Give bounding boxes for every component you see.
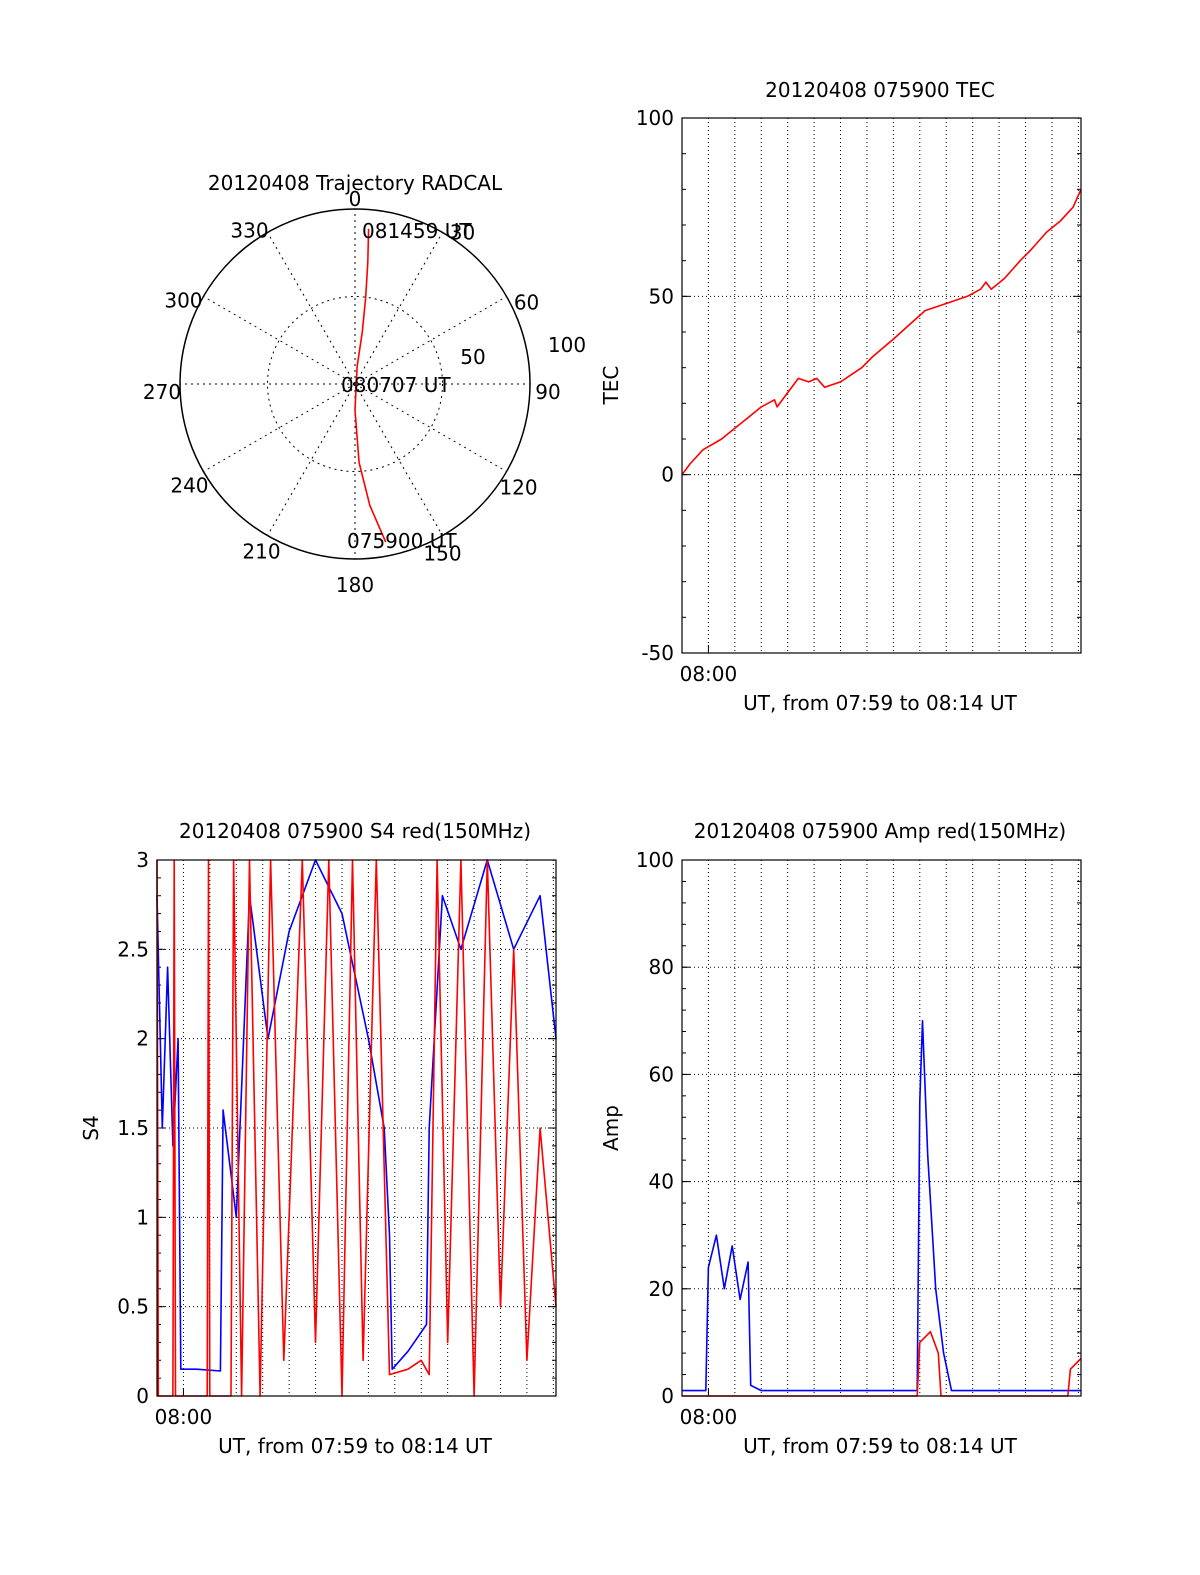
polar-azimuth-label: 120 xyxy=(499,476,537,500)
s4-xtick-label: 08:00 xyxy=(155,1405,213,1429)
trajectory-polar-chart: 20120408 Trajectory RADCAL 0 30 60 90 120 150… xyxy=(143,171,586,597)
polar-trajectory-line xyxy=(354,228,387,543)
polar-annotation: 075900 UT xyxy=(347,529,457,553)
polar-spoke xyxy=(354,296,507,385)
polar-azimuth-label: 270 xyxy=(143,380,181,404)
amp-chart: 20120408 075900 Amp red(150MHz) UT, from… xyxy=(599,819,1082,1458)
tec-ytick-label: 50 xyxy=(649,284,674,308)
polar-spoke xyxy=(354,232,443,385)
s4-ytick-label: 3 xyxy=(136,848,149,872)
polar-annotation: 080707 UT xyxy=(341,373,451,397)
polar-annotation: 081459 UT xyxy=(362,219,472,243)
polar-radial-label: 100 xyxy=(548,333,586,357)
polar-spoke xyxy=(354,383,507,472)
amp-ytick-label: 80 xyxy=(649,955,674,979)
s4-ylabel: S4 xyxy=(79,1115,103,1140)
s4-chart: 20120408 075900 S4 red(150MHz) UT, from … xyxy=(79,819,557,1458)
polar-azimuth-label: 210 xyxy=(242,540,280,564)
tec-title: 20120408 075900 TEC xyxy=(765,78,995,102)
amp-ylabel: Amp xyxy=(599,1105,623,1151)
s4-ytick-label: 0.5 xyxy=(117,1295,149,1319)
s4-ytick-label: 1.5 xyxy=(117,1116,149,1140)
polar-spoke xyxy=(354,383,443,536)
amp-plot-frame xyxy=(681,859,1082,1397)
tec-ytick-label: -50 xyxy=(641,641,674,665)
amp-ytick-label: 40 xyxy=(649,1170,674,1194)
amp-series-1-line xyxy=(682,1330,1082,1397)
polar-spoke xyxy=(203,383,356,472)
polar-azimuth-label: 60 xyxy=(514,291,539,315)
tec-plot-frame xyxy=(681,117,1082,654)
tec-chart: 20120408 075900 TEC UT, from 07:59 to 08… xyxy=(599,78,1082,715)
tec-ytick-label: 0 xyxy=(661,463,674,487)
polar-azimuth-label: 240 xyxy=(170,474,208,498)
polar-spoke xyxy=(267,232,356,385)
amp-ytick-label: 20 xyxy=(649,1277,674,1301)
amp-xtick-label: 08:00 xyxy=(680,1405,738,1429)
tec-ytick-label: 100 xyxy=(636,106,674,130)
tec-xlabel: UT, from 07:59 to 08:14 UT xyxy=(743,691,1018,715)
polar-azimuth-label: 30 xyxy=(450,220,475,244)
amp-series-0-line xyxy=(682,1020,1081,1392)
s4-plot-frame xyxy=(156,859,557,1397)
amp-ytick-label: 0 xyxy=(661,1384,674,1408)
tec-series-0-line xyxy=(681,188,1082,476)
polar-azimuth-label: 90 xyxy=(535,380,560,404)
polar-azimuth-label: 300 xyxy=(164,289,202,313)
amp-xlabel: UT, from 07:59 to 08:14 UT xyxy=(743,1434,1018,1458)
polar-azimuth-label: 330 xyxy=(230,218,268,242)
s4-ytick-label: 1 xyxy=(136,1205,149,1229)
s4-series-0-line xyxy=(156,859,557,1372)
amp-title: 20120408 075900 Amp red(150MHz) xyxy=(694,819,1066,843)
polar-title: 20120408 Trajectory RADCAL xyxy=(208,171,503,195)
s4-ytick-label: 0 xyxy=(136,1384,149,1408)
polar-azimuth-label: 150 xyxy=(423,542,461,566)
polar-azimuth-label: 180 xyxy=(336,573,374,597)
s4-ytick-label: 2.5 xyxy=(117,937,149,961)
polar-radial-label: 50 xyxy=(460,345,485,369)
polar-azimuth-label: 0 xyxy=(349,187,362,211)
tec-ylabel: TEC xyxy=(599,366,623,406)
tec-xtick-label: 08:00 xyxy=(680,662,738,686)
s4-title: 20120408 075900 S4 red(150MHz) xyxy=(179,819,531,843)
s4-xlabel: UT, from 07:59 to 08:14 UT xyxy=(218,1434,493,1458)
s4-series-1-line xyxy=(156,859,557,1397)
amp-ytick-label: 60 xyxy=(649,1062,674,1086)
s4-ytick-label: 2 xyxy=(136,1027,149,1051)
amp-ytick-label: 100 xyxy=(636,848,674,872)
polar-spoke xyxy=(203,296,356,385)
polar-inner-circle xyxy=(267,296,443,472)
polar-spoke xyxy=(267,383,356,536)
